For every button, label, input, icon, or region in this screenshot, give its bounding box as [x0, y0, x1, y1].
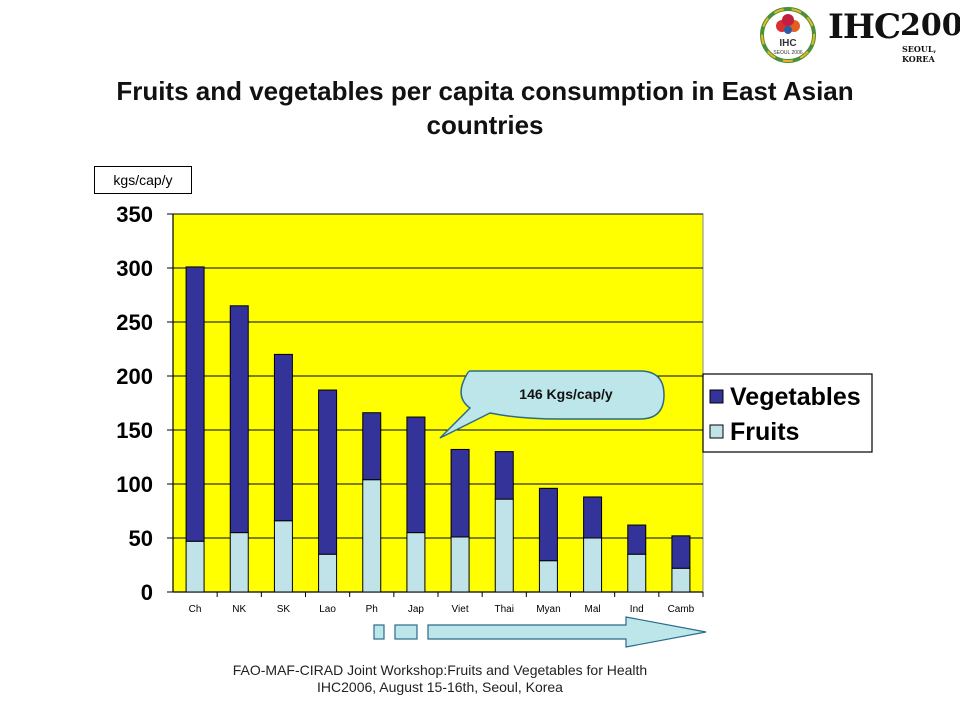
y-tick-label: 50 [129, 526, 153, 551]
x-tick-label-ch: Ch [189, 604, 202, 615]
legend-label-vegetables: Vegetables [730, 383, 861, 411]
footer-line-2: IHC2006, August 15-16th, Seoul, Korea [317, 679, 563, 695]
bar-vegetables-sk [273, 353, 293, 522]
bar-vegetables-thai [494, 451, 514, 500]
callout: 146 Kgs/cap/y [439, 370, 665, 439]
x-tick-label-nk: NK [232, 604, 246, 615]
legend-box [702, 373, 873, 453]
callout-bubble [439, 370, 665, 439]
bar-vegetables-mal [583, 496, 603, 539]
y-tick-label: 350 [116, 202, 153, 227]
logo-ihc-text: IHC [828, 7, 901, 47]
x-tick-label-lao: Lao [319, 604, 336, 615]
y-unit-label: kgs/cap/y [94, 166, 192, 194]
bar-fruits-thai [494, 498, 514, 593]
y-tick-label: 100 [116, 472, 153, 497]
x-tick-label-ph: Ph [366, 604, 378, 615]
arrow-body-icon [427, 616, 707, 648]
arrow-segment-medium [394, 624, 418, 640]
x-tick-label-ind: Ind [630, 604, 644, 615]
bar-vegetables-lao [318, 389, 338, 555]
bar-vegetables-myan [538, 487, 558, 562]
footer-line-1: FAO-MAF-CIRAD Joint Workshop:Fruits and … [232, 662, 648, 678]
x-tick-label-jap: Jap [408, 604, 425, 615]
bar-vegetables-ind [627, 524, 647, 555]
bar-fruits-ind [627, 553, 647, 593]
logo-subtitle: SEOUL, KOREA [902, 44, 937, 64]
bar-vegetables-camb [671, 535, 691, 569]
legend-label-fruits: Fruits [730, 418, 799, 446]
y-tick-label: 300 [116, 256, 153, 281]
emblem-text: IHC [779, 38, 796, 49]
y-tick-label: 0 [141, 580, 153, 605]
ihc-logo: IHC SEOUL 2006 IHC 2006 SEOUL, KOREA [752, 6, 960, 64]
legend-swatch-vegetables [709, 389, 724, 404]
legend-swatch-fruits [709, 424, 724, 439]
bar-vegetables-nk [229, 305, 249, 534]
x-tick-label-myan: Myan [536, 604, 560, 615]
chart-legend: Vegetables Fruits [702, 373, 873, 453]
trend-arrow [373, 616, 707, 648]
bar-fruits-nk [229, 532, 249, 593]
bar-fruits-ph [362, 479, 382, 593]
bar-vegetables-ch [185, 266, 205, 542]
x-tick-label-sk: SK [277, 604, 291, 615]
bar-vegetables-viet [450, 448, 470, 538]
y-tick-label: 250 [116, 310, 153, 335]
footer: FAO-MAF-CIRAD Joint Workshop:Fruits and … [160, 662, 720, 696]
emblem-subtext: SEOUL 2006 [773, 50, 802, 56]
x-tick-label-viet: Viet [452, 604, 469, 615]
bar-fruits-myan [538, 560, 558, 593]
y-tick-label: 200 [116, 364, 153, 389]
callout-text: 146 Kgs/cap/y [519, 386, 613, 402]
bar-fruits-jap [406, 532, 426, 593]
y-tick-label: 150 [116, 418, 153, 443]
x-tick-label-camb: Camb [668, 604, 695, 615]
x-tick-label-thai: Thai [495, 604, 514, 615]
arrow-segment-small [373, 624, 385, 640]
bar-fruits-lao [318, 553, 338, 593]
x-tick-label-mal: Mal [585, 604, 601, 615]
logo-year-text: 2006 [900, 8, 960, 43]
bar-fruits-viet [450, 536, 470, 593]
ihc-emblem-icon: IHC SEOUL 2006 [760, 7, 816, 63]
bar-fruits-camb [671, 567, 691, 593]
bar-fruits-mal [583, 537, 603, 593]
slide-title: Fruits and vegetables per capita consump… [116, 76, 854, 140]
bar-fruits-sk [273, 520, 293, 593]
bar-fruits-ch [185, 540, 205, 593]
bar-vegetables-jap [406, 416, 426, 534]
bar-vegetables-ph [362, 412, 382, 481]
plot-area [172, 213, 704, 593]
